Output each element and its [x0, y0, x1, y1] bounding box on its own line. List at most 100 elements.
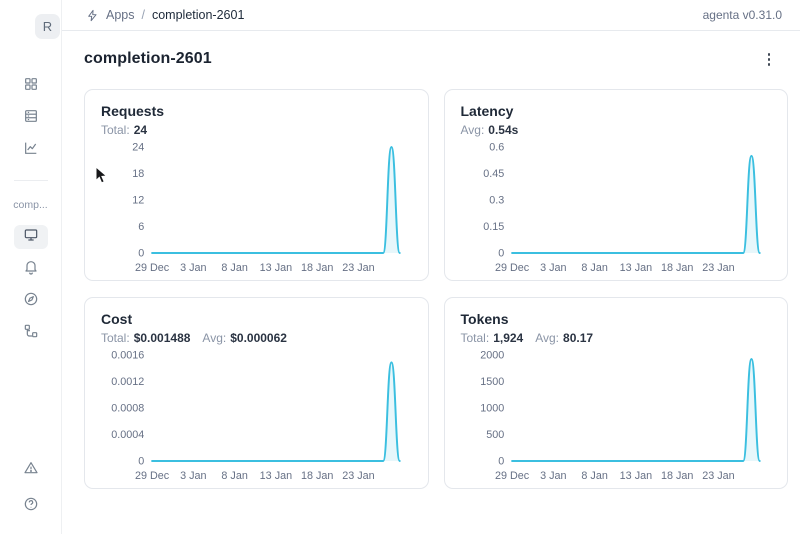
svg-text:2000: 2000 — [480, 349, 504, 361]
compass-icon — [23, 291, 39, 312]
svg-text:0.0004: 0.0004 — [111, 428, 144, 440]
latency-card: Latency Avg: 0.54s 0 0.15 0.3 0.45 0.6 29 Dec… — [443, 88, 788, 281]
line-chart-icon — [23, 140, 39, 161]
svg-text:3 Jan: 3 Jan — [180, 261, 206, 273]
requests-card: Requests Total: 24 0 6 12 18 24 29 Dec 3 Jan 8 … — [84, 88, 429, 281]
card-stats: Total: 1,924 Avg: 80.17 — [461, 331, 772, 345]
card-title: Requests — [101, 102, 165, 119]
svg-text:1500: 1500 — [480, 375, 504, 387]
breadcrumb: Apps / completion-2601 — [86, 8, 244, 22]
svg-text:6: 6 — [138, 220, 144, 232]
svg-text:18 Jan: 18 Jan — [301, 261, 333, 273]
top-header: Apps / completion-2601 agenta v0.31.0 — [62, 0, 800, 31]
svg-text:23 Jan: 23 Jan — [702, 469, 734, 481]
breadcrumb-separator: / — [141, 8, 145, 22]
tree-icon — [23, 323, 39, 344]
sidebar-item-alerts[interactable] — [14, 458, 48, 482]
svg-text:0.15: 0.15 — [483, 220, 504, 232]
grid-icon — [23, 76, 39, 97]
sidebar-footer — [14, 458, 48, 518]
svg-text:0: 0 — [498, 247, 504, 259]
svg-text:29 Dec: 29 Dec — [494, 469, 529, 481]
sidebar: R — [0, 0, 62, 534]
card-stats: Total: $0.001488 Avg: $0.000062 — [101, 331, 412, 345]
sidebar-item-analytics[interactable] — [14, 138, 48, 162]
svg-text:0: 0 — [498, 455, 504, 467]
bolt-icon — [86, 9, 99, 22]
stat-value: 1,924 — [493, 330, 524, 345]
cost-card: Cost Total: $0.001488 Avg: $0.000062 0 0.… — [84, 296, 429, 489]
latency-chart[interactable]: 0 0.15 0.3 0.45 0.6 29 Dec 3 Jan 8 Jan 13 Jan 18 … — [461, 141, 772, 279]
svg-text:3 Jan: 3 Jan — [180, 469, 206, 481]
svg-text:18: 18 — [132, 167, 144, 179]
svg-text:0.6: 0.6 — [489, 141, 504, 153]
help-circle-icon — [23, 496, 39, 517]
dashboard-grid: Requests Total: 24 0 6 12 18 24 29 Dec 3 Jan 8 … — [62, 71, 800, 489]
stat-value: 24 — [133, 122, 148, 137]
breadcrumb-apps-link[interactable]: Apps — [106, 8, 135, 22]
svg-text:23 Jan: 23 Jan — [342, 261, 374, 273]
warning-triangle-icon — [23, 460, 39, 481]
sidebar-item-evaluations[interactable] — [14, 289, 48, 313]
svg-text:23 Jan: 23 Jan — [702, 261, 734, 273]
requests-chart[interactable]: 0 6 12 18 24 29 Dec 3 Jan 8 Jan 13 Jan 18 Jan 23 J… — [101, 141, 412, 279]
svg-text:0.45: 0.45 — [483, 167, 504, 179]
svg-text:13 Jan: 13 Jan — [619, 469, 651, 481]
main-column: Apps / completion-2601 agenta v0.31.0 co… — [62, 0, 800, 534]
svg-text:18 Jan: 18 Jan — [301, 469, 333, 481]
svg-text:0.0016: 0.0016 — [111, 349, 144, 361]
card-title: Latency — [460, 102, 514, 119]
page-title-bar: completion-2601 — [62, 31, 800, 71]
kebab-menu-button[interactable] — [760, 48, 779, 71]
svg-text:0.0012: 0.0012 — [111, 375, 144, 387]
svg-text:13 Jan: 13 Jan — [260, 261, 292, 273]
svg-text:29 Dec: 29 Dec — [494, 261, 529, 273]
card-title: Tokens — [460, 310, 509, 327]
tokens-chart[interactable]: 0 500 1000 1500 2000 29 Dec 3 Jan 8 Jan 13 Jan 18… — [461, 349, 772, 487]
sidebar-nav: comp... — [0, 74, 61, 345]
stat-value: 80.17 — [563, 330, 594, 345]
svg-text:13 Jan: 13 Jan — [260, 469, 292, 481]
svg-text:23 Jan: 23 Jan — [342, 469, 374, 481]
svg-text:29 Dec: 29 Dec — [135, 261, 170, 273]
breadcrumb-current: completion-2601 — [151, 8, 245, 22]
app-section-label: comp... — [13, 199, 48, 211]
sidebar-item-playground[interactable] — [13, 225, 48, 249]
tokens-card: Tokens Total: 1,924 Avg: 80.17 0 500 1000 1… — [443, 296, 788, 489]
sidebar-item-help[interactable] — [14, 494, 48, 518]
stat-label: Total: — [101, 122, 130, 137]
sidebar-item-overview[interactable] — [14, 74, 48, 98]
stat-value: $0.000062 — [230, 330, 287, 345]
cost-chart[interactable]: 0 0.0004 0.0008 0.0012 0.0016 29 Dec 3 Jan 8 Ja… — [101, 349, 412, 487]
workspace-avatar[interactable]: R — [35, 14, 60, 39]
stat-label: Avg: — [535, 330, 560, 345]
app-version-label: agenta v0.31.0 — [702, 8, 782, 22]
svg-text:3 Jan: 3 Jan — [540, 469, 566, 481]
card-title: Cost — [101, 310, 133, 327]
stat-label: Avg: — [202, 330, 227, 345]
svg-text:8 Jan: 8 Jan — [581, 261, 607, 273]
sidebar-item-traces[interactable] — [14, 321, 48, 345]
sidebar-item-registry[interactable] — [14, 106, 48, 130]
svg-text:18 Jan: 18 Jan — [660, 261, 692, 273]
svg-text:0.0008: 0.0008 — [111, 402, 144, 414]
svg-text:24: 24 — [132, 141, 144, 153]
stat-value: $0.001488 — [133, 330, 191, 345]
stat-label: Total: — [101, 330, 130, 345]
svg-text:13 Jan: 13 Jan — [619, 261, 651, 273]
stat-label: Total: — [460, 330, 490, 345]
svg-text:3 Jan: 3 Jan — [540, 261, 566, 273]
svg-text:18 Jan: 18 Jan — [660, 469, 692, 481]
sidebar-item-notifications[interactable] — [14, 257, 48, 281]
table-icon — [23, 108, 39, 129]
svg-text:0.3: 0.3 — [489, 194, 504, 206]
bell-icon — [23, 259, 39, 280]
svg-text:0: 0 — [138, 455, 144, 467]
card-stats: Avg: 0.54s — [461, 123, 772, 137]
card-stats: Total: 24 — [101, 123, 412, 137]
svg-text:0: 0 — [138, 247, 144, 259]
svg-text:8 Jan: 8 Jan — [221, 261, 247, 273]
sidebar-divider — [13, 180, 48, 181]
page-title: completion-2601 — [84, 50, 212, 68]
